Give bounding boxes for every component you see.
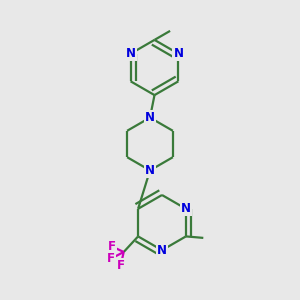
Text: N: N bbox=[157, 244, 167, 257]
Text: N: N bbox=[126, 47, 136, 60]
Text: N: N bbox=[173, 47, 183, 60]
Text: F: F bbox=[108, 240, 116, 253]
Text: F: F bbox=[107, 252, 115, 265]
Text: N: N bbox=[181, 202, 191, 215]
Text: N: N bbox=[145, 111, 155, 124]
Text: F: F bbox=[117, 259, 125, 272]
Text: N: N bbox=[145, 164, 155, 177]
